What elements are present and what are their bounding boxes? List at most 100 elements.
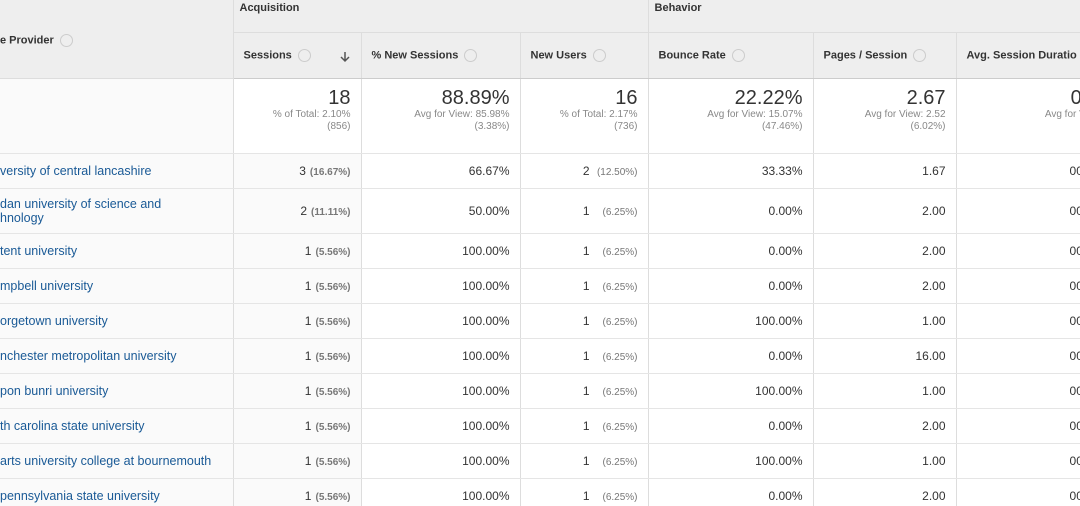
help-icon[interactable] (464, 49, 478, 62)
help-icon[interactable] (731, 49, 745, 62)
provider-link[interactable]: mpbell university (0, 268, 234, 304)
bounce-rate-cell: 0.00% (648, 478, 814, 506)
new-sessions-cell: 66.67% (361, 153, 521, 189)
summary-value: 88.89% (441, 87, 510, 109)
column-header[interactable]: New Users (520, 32, 649, 79)
summary-cell: 22.22% Avg for View: 15.07% (47.46%) (648, 78, 814, 154)
bounce-rate-cell: 0.00% (648, 268, 814, 304)
summary-note: Avg for View: 2.52 (864, 109, 946, 120)
new-users-value: 1 (582, 489, 590, 503)
data-row: arts university college at bournemouth 1 (… (0, 443, 1080, 479)
group-header: Behavior (648, 0, 1080, 33)
new-sessions-cell: 50.00% (361, 188, 521, 234)
provider-link[interactable]: tent university (0, 233, 234, 269)
pages-session-cell: 16.00 (813, 338, 957, 374)
sessions-percent: (5.56%) (315, 352, 351, 363)
new-sessions-cell: 100.00% (361, 338, 521, 374)
sessions-cell: 1 (5.56%) (233, 408, 362, 444)
sessions-cell: 1 (5.56%) (233, 478, 362, 506)
pages-session-cell: 2.00 (813, 233, 957, 269)
provider-link[interactable]: pennsylvania state university (0, 478, 234, 506)
pages-session-cell: 1.67 (813, 153, 957, 189)
data-row: tent university 1 (5.56%) 100.00% 1 (6.25%) 0.… (0, 233, 1080, 269)
summary-note: Avg for View: ( (1044, 109, 1080, 120)
new-sessions-cell: 100.00% (361, 443, 521, 479)
help-icon[interactable] (297, 48, 311, 62)
summary-note: % of Total: 2.17% (559, 109, 638, 120)
duration-cell: 00 (956, 408, 1080, 444)
column-header[interactable]: Sessions (233, 32, 362, 79)
summary-note: (- (967, 121, 1080, 133)
provider-link[interactable]: dan university of science and hnology (0, 188, 234, 234)
summary-note: (47.46%) (761, 121, 803, 132)
data-row: dan university of science and hnology 2 (1… (0, 188, 1080, 234)
summary-note: (3.38%) (474, 121, 510, 132)
provider-link[interactable]: orgetown university (0, 303, 234, 339)
column-header[interactable]: % New Sessions (361, 32, 521, 79)
duration-cell: 00 (956, 373, 1080, 409)
pages-session-cell: 1.00 (813, 373, 957, 409)
bounce-rate-cell: 0.00% (648, 188, 814, 234)
help-icon[interactable] (592, 49, 606, 62)
new-sessions-cell: 100.00% (361, 478, 521, 506)
column-header[interactable]: Avg. Session Duratio (956, 32, 1080, 79)
dimension-header[interactable]: e Provider (0, 0, 234, 79)
provider-link[interactable]: nchester metropolitan university (0, 338, 234, 374)
provider-link[interactable]: versity of central lancashire (0, 153, 234, 189)
summary-note: (856) (327, 121, 351, 132)
sessions-value: 1 (304, 489, 312, 503)
sessions-value: 1 (304, 244, 312, 258)
new-users-percent: (6.25%) (602, 282, 638, 293)
summary-value: 18 (328, 87, 351, 109)
sessions-percent: (5.56%) (315, 247, 351, 258)
duration-cell: 00 (956, 153, 1080, 189)
summary-cell: 2.67 Avg for View: 2.52 (6.02%) (813, 78, 957, 154)
data-row: orgetown university 1 (5.56%) 100.00% 1 (6.25… (0, 303, 1080, 339)
help-icon[interactable] (913, 49, 927, 62)
sessions-percent: (11.11%) (311, 207, 351, 218)
duration-cell: 00 (956, 303, 1080, 339)
bounce-rate-cell: 100.00% (648, 373, 814, 409)
sessions-value: 1 (304, 349, 312, 363)
data-row: nchester metropolitan university 1 (5.56%)… (0, 338, 1080, 374)
new-users-cell: 1 (6.25%) (520, 408, 649, 444)
summary-note: % of Total: 2.10% (272, 109, 351, 120)
new-users-cell: 1 (6.25%) (520, 188, 649, 234)
pages-session-cell: 2.00 (813, 268, 957, 304)
sort-arrow[interactable] (339, 51, 351, 63)
header-text: Sessions (243, 48, 292, 61)
new-users-value: 2 (582, 164, 590, 178)
data-row: th carolina state university 1 (5.56%) 100.… (0, 408, 1080, 444)
new-users-cell: 1 (6.25%) (520, 303, 649, 339)
new-users-value: 1 (582, 454, 590, 468)
column-header[interactable]: Pages / Session (813, 32, 957, 79)
pages-session-cell: 2.00 (813, 188, 957, 234)
sessions-percent: (5.56%) (315, 492, 351, 503)
new-users-value: 1 (582, 279, 590, 293)
summary-note: Avg for View: 15.07% (707, 109, 803, 120)
duration-cell: 00 (956, 233, 1080, 269)
new-users-cell: 1 (6.25%) (520, 233, 649, 269)
provider-link[interactable]: th carolina state university (0, 408, 234, 444)
summary-cell: 00:0Avg for View: ((- (956, 78, 1080, 154)
provider-link[interactable]: pon bunri university (0, 373, 234, 409)
provider-link[interactable]: arts university college at bournemouth (0, 443, 234, 479)
sessions-percent: (16.67%) (309, 167, 351, 178)
summary-row: 18% of Total: 2.10% (856) 88.89% Avg for Vi… (0, 78, 1080, 154)
data-row: pon bunri university 1 (5.56%) 100.00% 1 (6.2… (0, 373, 1080, 409)
header-text: % New Sessions (371, 49, 459, 62)
column-header[interactable]: Bounce Rate (648, 32, 814, 79)
data-row: mpbell university 1 (5.56%) 100.00% 1 (6.25%)… (0, 268, 1080, 304)
bounce-rate-cell: 0.00% (648, 408, 814, 444)
group-header: Acquisition (233, 0, 649, 33)
new-users-percent: (6.25%) (602, 492, 638, 503)
new-users-cell: 2 (12.50%) (520, 153, 649, 189)
duration-cell: 00 (956, 443, 1080, 479)
new-users-percent: (6.25%) (602, 457, 638, 468)
help-icon[interactable] (59, 33, 73, 47)
data-row: versity of central lancashire 3 (16.67%) 66… (0, 153, 1080, 189)
summary-value: 2.67 (906, 87, 946, 109)
summary-note: Avg for View: 85.98% (414, 109, 510, 120)
